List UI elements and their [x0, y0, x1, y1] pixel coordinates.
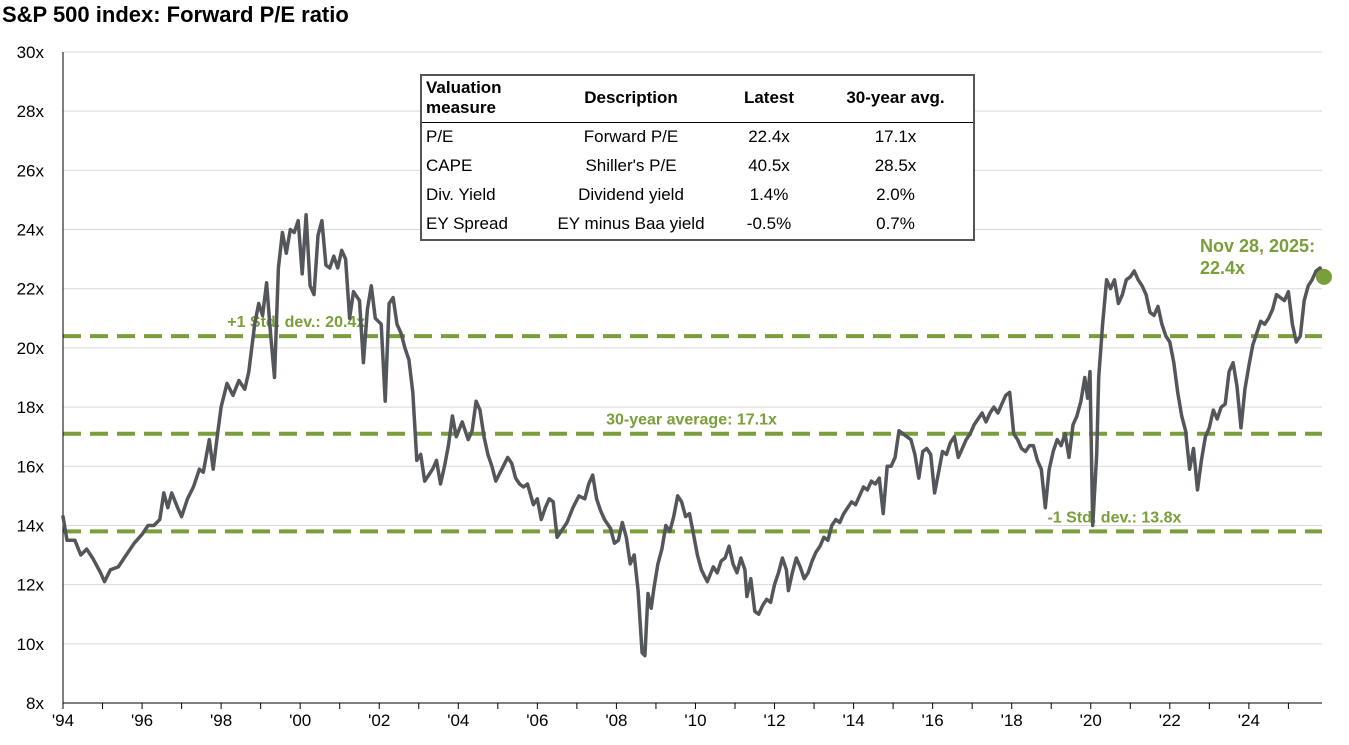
table-cell: 17.1x [874, 127, 917, 146]
x-tick-label: '20 [1080, 711, 1102, 730]
table-cell: 40.5x [748, 156, 790, 175]
x-tick-label: '14 [843, 711, 865, 730]
table-cell: -0.5% [746, 214, 792, 233]
y-tick-label: 26x [17, 161, 45, 180]
x-tick-label: '08 [605, 711, 627, 730]
table-cell: P/E [426, 127, 454, 146]
annotations: Nov 28, 2025:22.4x [1200, 236, 1332, 285]
table-cell: CAPE [426, 156, 473, 175]
table-cell: EY Spread [426, 214, 508, 233]
y-tick-label: 10x [17, 635, 45, 654]
x-tick-label: '06 [526, 711, 548, 730]
latest-date-label: Nov 28, 2025: [1200, 236, 1315, 256]
x-tick-label: '98 [210, 711, 232, 730]
table-row: P/E Forward P/E 22.4x 17.1x [421, 123, 974, 153]
table-header-cell: 30-year avg. [818, 75, 974, 123]
table-cell: Forward P/E [583, 127, 679, 146]
table-cell: Dividend yield [578, 185, 684, 204]
reference-line-label: -1 Std. dev.: 13.8x [1047, 509, 1181, 526]
table-cell: 2.0% [876, 185, 915, 204]
table-header-cell: Description [542, 75, 720, 123]
x-tick-label: '04 [447, 711, 469, 730]
y-tick-label: 8x [26, 694, 44, 713]
y-tick-label: 20x [17, 339, 45, 358]
y-tick-label: 16x [17, 457, 45, 476]
y-tick-label: 28x [17, 102, 45, 121]
x-tick-label: '12 [763, 711, 785, 730]
table-row: Div. Yield Dividend yield 1.4% 2.0% [421, 181, 974, 210]
x-tick-label: '24 [1238, 711, 1260, 730]
valuation-table: Valuation measure Description Latest 30-… [420, 74, 975, 241]
table-row: EY Spread EY minus Baa yield -0.5% 0.7% [421, 210, 974, 240]
y-tick-label: 14x [17, 516, 45, 535]
table-header-row: Valuation measure Description Latest 30-… [421, 75, 974, 123]
series-line [61, 213, 1326, 658]
chart-title: S&P 500 index: Forward P/E ratio [2, 2, 349, 27]
reference-line-label: +1 Std. dev.: 20.4x [227, 314, 365, 331]
table-cell: 28.5x [874, 156, 917, 175]
x-tick-label: '16 [922, 711, 944, 730]
y-tick-label: 24x [17, 221, 45, 240]
reference-line-label: 30-year average: 17.1x [606, 412, 777, 429]
y-tick-label: 12x [17, 576, 45, 595]
axes: 8x 10x 12x 14x 16x 18x 20x 22x 24x 26x 28x 30x '94 '9… [17, 43, 1322, 730]
table-cell: EY minus Baa yield [557, 214, 705, 233]
latest-value-label: 22.4x [1200, 258, 1245, 278]
y-tick-label: 22x [17, 280, 45, 299]
x-tick-label: '96 [131, 711, 153, 730]
table-row: CAPE Shiller's P/E 40.5x 28.5x [421, 152, 974, 181]
table-cell: 1.4% [749, 185, 789, 204]
x-tick-label: '94 [52, 711, 74, 730]
y-tick-label: 30x [17, 43, 45, 62]
table-cell: 0.7% [876, 214, 915, 233]
y-tick-label: 18x [17, 398, 45, 417]
series-layer [61, 213, 1326, 658]
table-cell: Div. Yield [426, 185, 496, 204]
x-tick-label: '02 [368, 711, 390, 730]
table-header-cell: Valuation measure [421, 75, 542, 123]
x-tick-label: '10 [684, 711, 706, 730]
x-tick-label: '00 [289, 711, 311, 730]
latest-point-marker [1315, 268, 1332, 285]
x-tick-label: '22 [1159, 711, 1181, 730]
table-cell: Shiller's P/E [585, 156, 677, 175]
x-tick-label: '18 [1001, 711, 1023, 730]
table-header-cell: Latest [720, 75, 818, 123]
table-cell: 22.4x [748, 127, 790, 146]
